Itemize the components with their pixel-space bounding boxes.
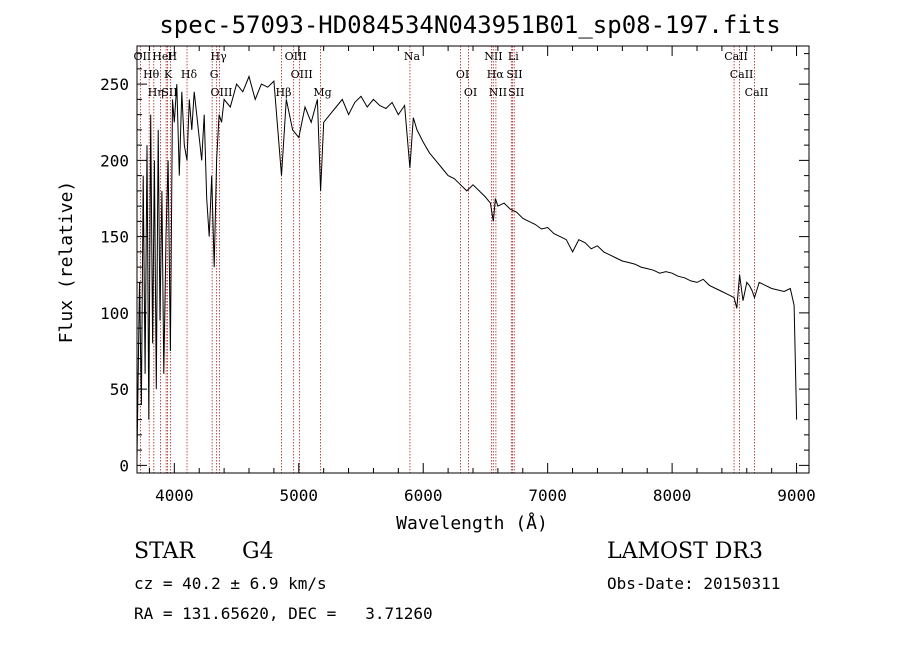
line-label-22: SII [506,68,522,81]
line-label-16: OI [456,68,469,81]
observation-date: Obs-Date: 20150311 [607,574,781,593]
spectrum-chart: spec-57093-HD084534N043951B01_sp08-197.f… [56,11,816,534]
line-label-14: Mg [313,86,331,99]
line-label-10: G [210,68,219,81]
line-label-20: NII [489,86,507,99]
y-tick-label-5: 250 [100,75,129,94]
x-tick-label-2: 6000 [404,486,443,505]
object-class: STAR [134,539,195,564]
x-tick-label-3: 7000 [528,486,567,505]
line-label-24: CaII [724,50,748,63]
y-tick-label-3: 150 [100,228,129,247]
spectrum-series-line [136,74,798,458]
line-label-8: OIII [210,86,232,99]
axis-tick-labels: 4000 5000 6000 7000 8000 9000 0 50 100 150 200 250 [100,75,816,505]
x-tick-label-5: 9000 [777,486,816,505]
plot-frame [136,45,810,474]
survey-name: LAMOST DR3 [607,539,763,564]
y-axis-label: Flux (relative) [56,181,77,344]
x-tick-label-0: 4000 [155,486,194,505]
line-label-15: Na [404,50,421,63]
spectral-line-markers [139,46,755,473]
line-label-18: NII [484,50,502,63]
line-label-19: Hα [487,68,505,81]
line-label-25: CaII [730,68,754,81]
line-label-3: HeI [152,50,172,63]
y-tick-label-1: 50 [110,380,129,399]
x-tick-label-1: 5000 [280,486,319,505]
line-label-2: Hη [148,86,164,99]
axis-ticks [137,46,809,473]
line-label-17: OI [464,86,477,99]
line-label-21: Li [508,50,519,63]
line-label-12: OIII [285,50,307,63]
line-label-5: SII [161,86,177,99]
line-label-13: OIII [291,68,313,81]
y-tick-label-2: 100 [100,304,129,323]
chart-title: spec-57093-HD084534N043951B01_sp08-197.f… [159,11,780,39]
line-label-0: OII [134,50,152,63]
line-label-7: Hδ [181,68,198,81]
line-label-26: CaII [745,86,769,99]
line-label-11: Hβ [276,86,292,99]
sky-coordinates: RA = 131.65620, DEC = 3.71260 [134,604,433,623]
line-label-4: K [164,68,173,81]
y-tick-label-4: 200 [100,151,129,170]
x-tick-label-4: 8000 [653,486,692,505]
line-label-6: H [168,50,178,63]
line-label-1: Hθ [143,68,160,81]
redshift-value: cz = 40.2 ± 6.9 km/s [134,574,327,593]
y-tick-label-0: 0 [119,456,129,475]
x-axis-label: Wavelength (Å) [396,512,548,534]
line-label-9: Hγ [211,50,228,63]
line-label-23: SII [508,86,524,99]
object-subclass: G4 [242,539,274,564]
spectral-line-labels: OIIHθHηHeIKSIIHHδOIIIHγGHβOIIIOIIIMgNaOI… [134,50,769,99]
